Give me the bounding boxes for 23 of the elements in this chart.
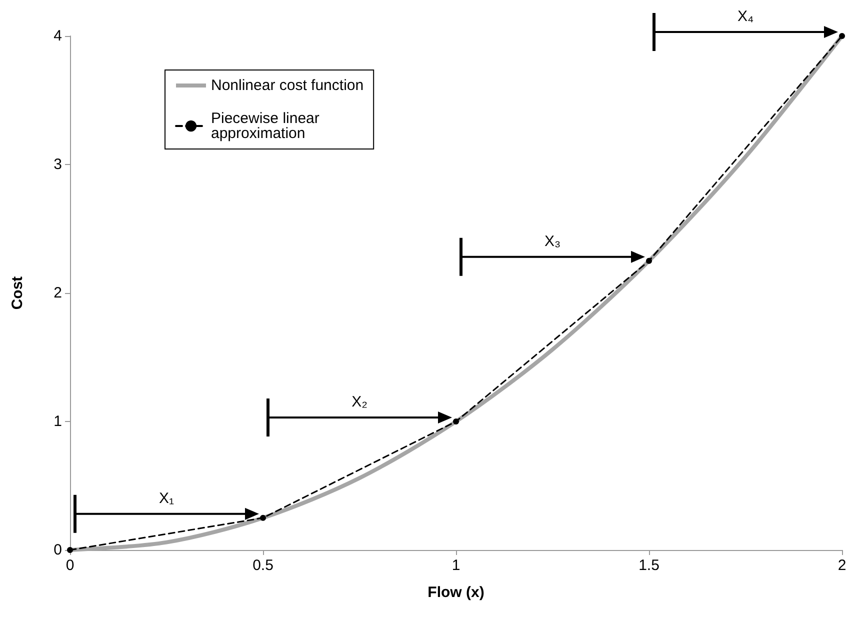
x-tick-label: 1.5 bbox=[638, 557, 660, 574]
point bbox=[67, 547, 73, 553]
y-tick-label: 4 bbox=[54, 28, 62, 44]
text: X₄ bbox=[737, 8, 754, 25]
point bbox=[453, 418, 459, 424]
annotation: X₃ bbox=[544, 232, 561, 250]
point bbox=[646, 258, 652, 264]
y-tick-label: 1 bbox=[54, 413, 62, 430]
y-tick-label: 2 bbox=[54, 284, 62, 302]
point bbox=[839, 33, 845, 39]
y-tick-label: 3 bbox=[54, 156, 62, 173]
annotation: X₂ bbox=[352, 394, 368, 410]
legend-label: Nonlinear cost function bbox=[211, 77, 364, 94]
legend-label: Piecewise linear approximation bbox=[211, 110, 324, 142]
x-tick-label: 0 bbox=[66, 557, 74, 574]
y-tick-label: 0 bbox=[54, 542, 62, 558]
x-tick-label: 1 bbox=[452, 557, 460, 574]
x-tick-label: 2 bbox=[838, 557, 846, 574]
point bbox=[260, 514, 266, 521]
x-axis-title: Flow (x) bbox=[428, 584, 484, 601]
x-tick-label: 0.5 bbox=[252, 557, 274, 574]
annotation: X₁ bbox=[158, 490, 174, 507]
y-axis-title: Cost bbox=[9, 276, 26, 310]
